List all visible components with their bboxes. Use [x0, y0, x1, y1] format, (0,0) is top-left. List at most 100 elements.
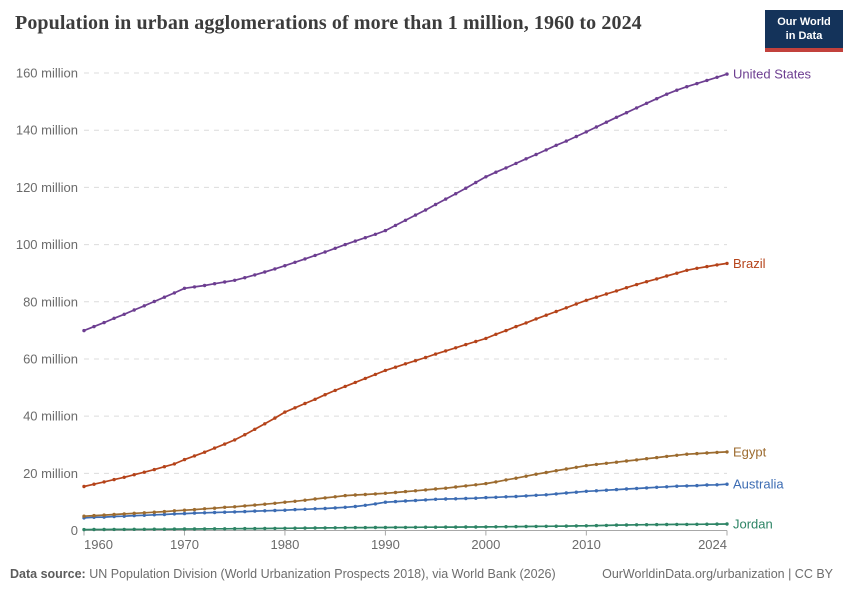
data-point — [102, 480, 106, 484]
chart-footer: Data source: UN Population Division (Wor… — [10, 566, 833, 582]
data-point — [403, 362, 408, 366]
data-point — [584, 298, 588, 302]
data-point — [383, 368, 388, 373]
series-australia[interactable] — [82, 482, 729, 520]
data-point — [172, 512, 177, 516]
data-point — [212, 506, 217, 510]
data-point — [504, 166, 508, 170]
data-point — [433, 525, 438, 529]
data-point — [132, 473, 136, 477]
data-point — [715, 450, 719, 455]
data-point — [544, 493, 548, 497]
data-point — [594, 523, 599, 528]
data-point — [514, 524, 518, 529]
data-point — [494, 525, 498, 529]
data-point — [142, 470, 146, 474]
data-point — [444, 525, 448, 529]
y-tick-label: 80 million — [23, 294, 78, 309]
y-tick-label: 160 million — [16, 66, 78, 81]
data-point — [343, 242, 347, 247]
series-united-states[interactable] — [82, 72, 729, 333]
data-point — [273, 267, 277, 271]
data-point — [423, 488, 428, 492]
data-point — [323, 250, 327, 254]
data-point — [393, 525, 398, 530]
data-point — [112, 477, 116, 482]
series-egypt[interactable] — [82, 450, 729, 518]
data-point — [705, 78, 709, 83]
data-point — [182, 511, 187, 516]
data-point — [373, 232, 378, 236]
data-point — [413, 213, 418, 217]
data-point — [273, 526, 277, 531]
data-point — [313, 397, 317, 401]
entity-label-united-states[interactable]: United States — [733, 67, 812, 82]
data-point — [333, 495, 337, 499]
data-point — [393, 223, 398, 228]
data-point — [283, 500, 287, 504]
data-point — [594, 489, 599, 493]
data-point — [423, 525, 428, 529]
data-point — [363, 376, 367, 381]
data-point — [665, 454, 669, 459]
data-point — [273, 501, 277, 505]
data-point — [263, 526, 267, 531]
data-point — [464, 186, 468, 190]
data-point — [263, 509, 267, 513]
series-brazil[interactable] — [82, 261, 729, 489]
data-point — [182, 286, 187, 290]
owid-license-link[interactable]: OurWorldinData.org/urbanization | CC BY — [602, 567, 833, 581]
entity-label-egypt[interactable]: Egypt — [733, 444, 767, 459]
data-point — [323, 506, 327, 511]
data-point — [474, 496, 478, 500]
data-point — [102, 320, 106, 325]
data-point — [634, 523, 639, 527]
data-point — [243, 504, 247, 508]
data-point — [293, 499, 297, 503]
data-point — [554, 524, 558, 528]
data-point — [393, 490, 398, 495]
data-point — [705, 451, 709, 455]
data-point — [715, 75, 719, 80]
data-point — [112, 527, 116, 532]
series-jordan[interactable] — [82, 522, 729, 532]
y-tick-label: 40 million — [23, 409, 78, 424]
y-tick-label: 120 million — [16, 180, 78, 195]
entity-label-australia[interactable]: Australia — [733, 477, 784, 492]
data-point — [454, 525, 458, 529]
data-point — [624, 459, 629, 463]
data-point — [142, 513, 146, 517]
data-point — [293, 260, 297, 264]
data-point — [705, 483, 709, 487]
data-point — [695, 522, 699, 526]
data-point — [303, 526, 307, 530]
data-point — [504, 525, 508, 529]
data-point — [594, 462, 599, 467]
data-point — [433, 202, 438, 207]
data-point — [484, 481, 488, 486]
data-point — [383, 228, 388, 233]
page-title: Population in urban agglomerations of mo… — [15, 12, 642, 34]
data-point — [82, 514, 86, 518]
data-point — [504, 478, 508, 482]
data-point — [715, 263, 719, 267]
data-point — [233, 527, 237, 531]
owid-logo[interactable]: Our World in Data — [765, 10, 843, 52]
data-point — [353, 239, 357, 243]
data-point — [82, 484, 86, 489]
data-point — [423, 208, 428, 212]
data-point — [454, 485, 458, 489]
data-point — [614, 460, 619, 464]
entity-label-jordan[interactable]: Jordan — [733, 517, 773, 532]
data-point — [142, 304, 146, 308]
data-point — [655, 277, 659, 281]
data-point — [172, 291, 177, 295]
data-source-label: Data source: — [10, 567, 86, 581]
entity-label-brazil[interactable]: Brazil — [733, 256, 766, 271]
data-point — [614, 115, 619, 120]
data-point — [584, 463, 588, 468]
data-point — [544, 148, 548, 152]
data-point — [223, 505, 227, 509]
